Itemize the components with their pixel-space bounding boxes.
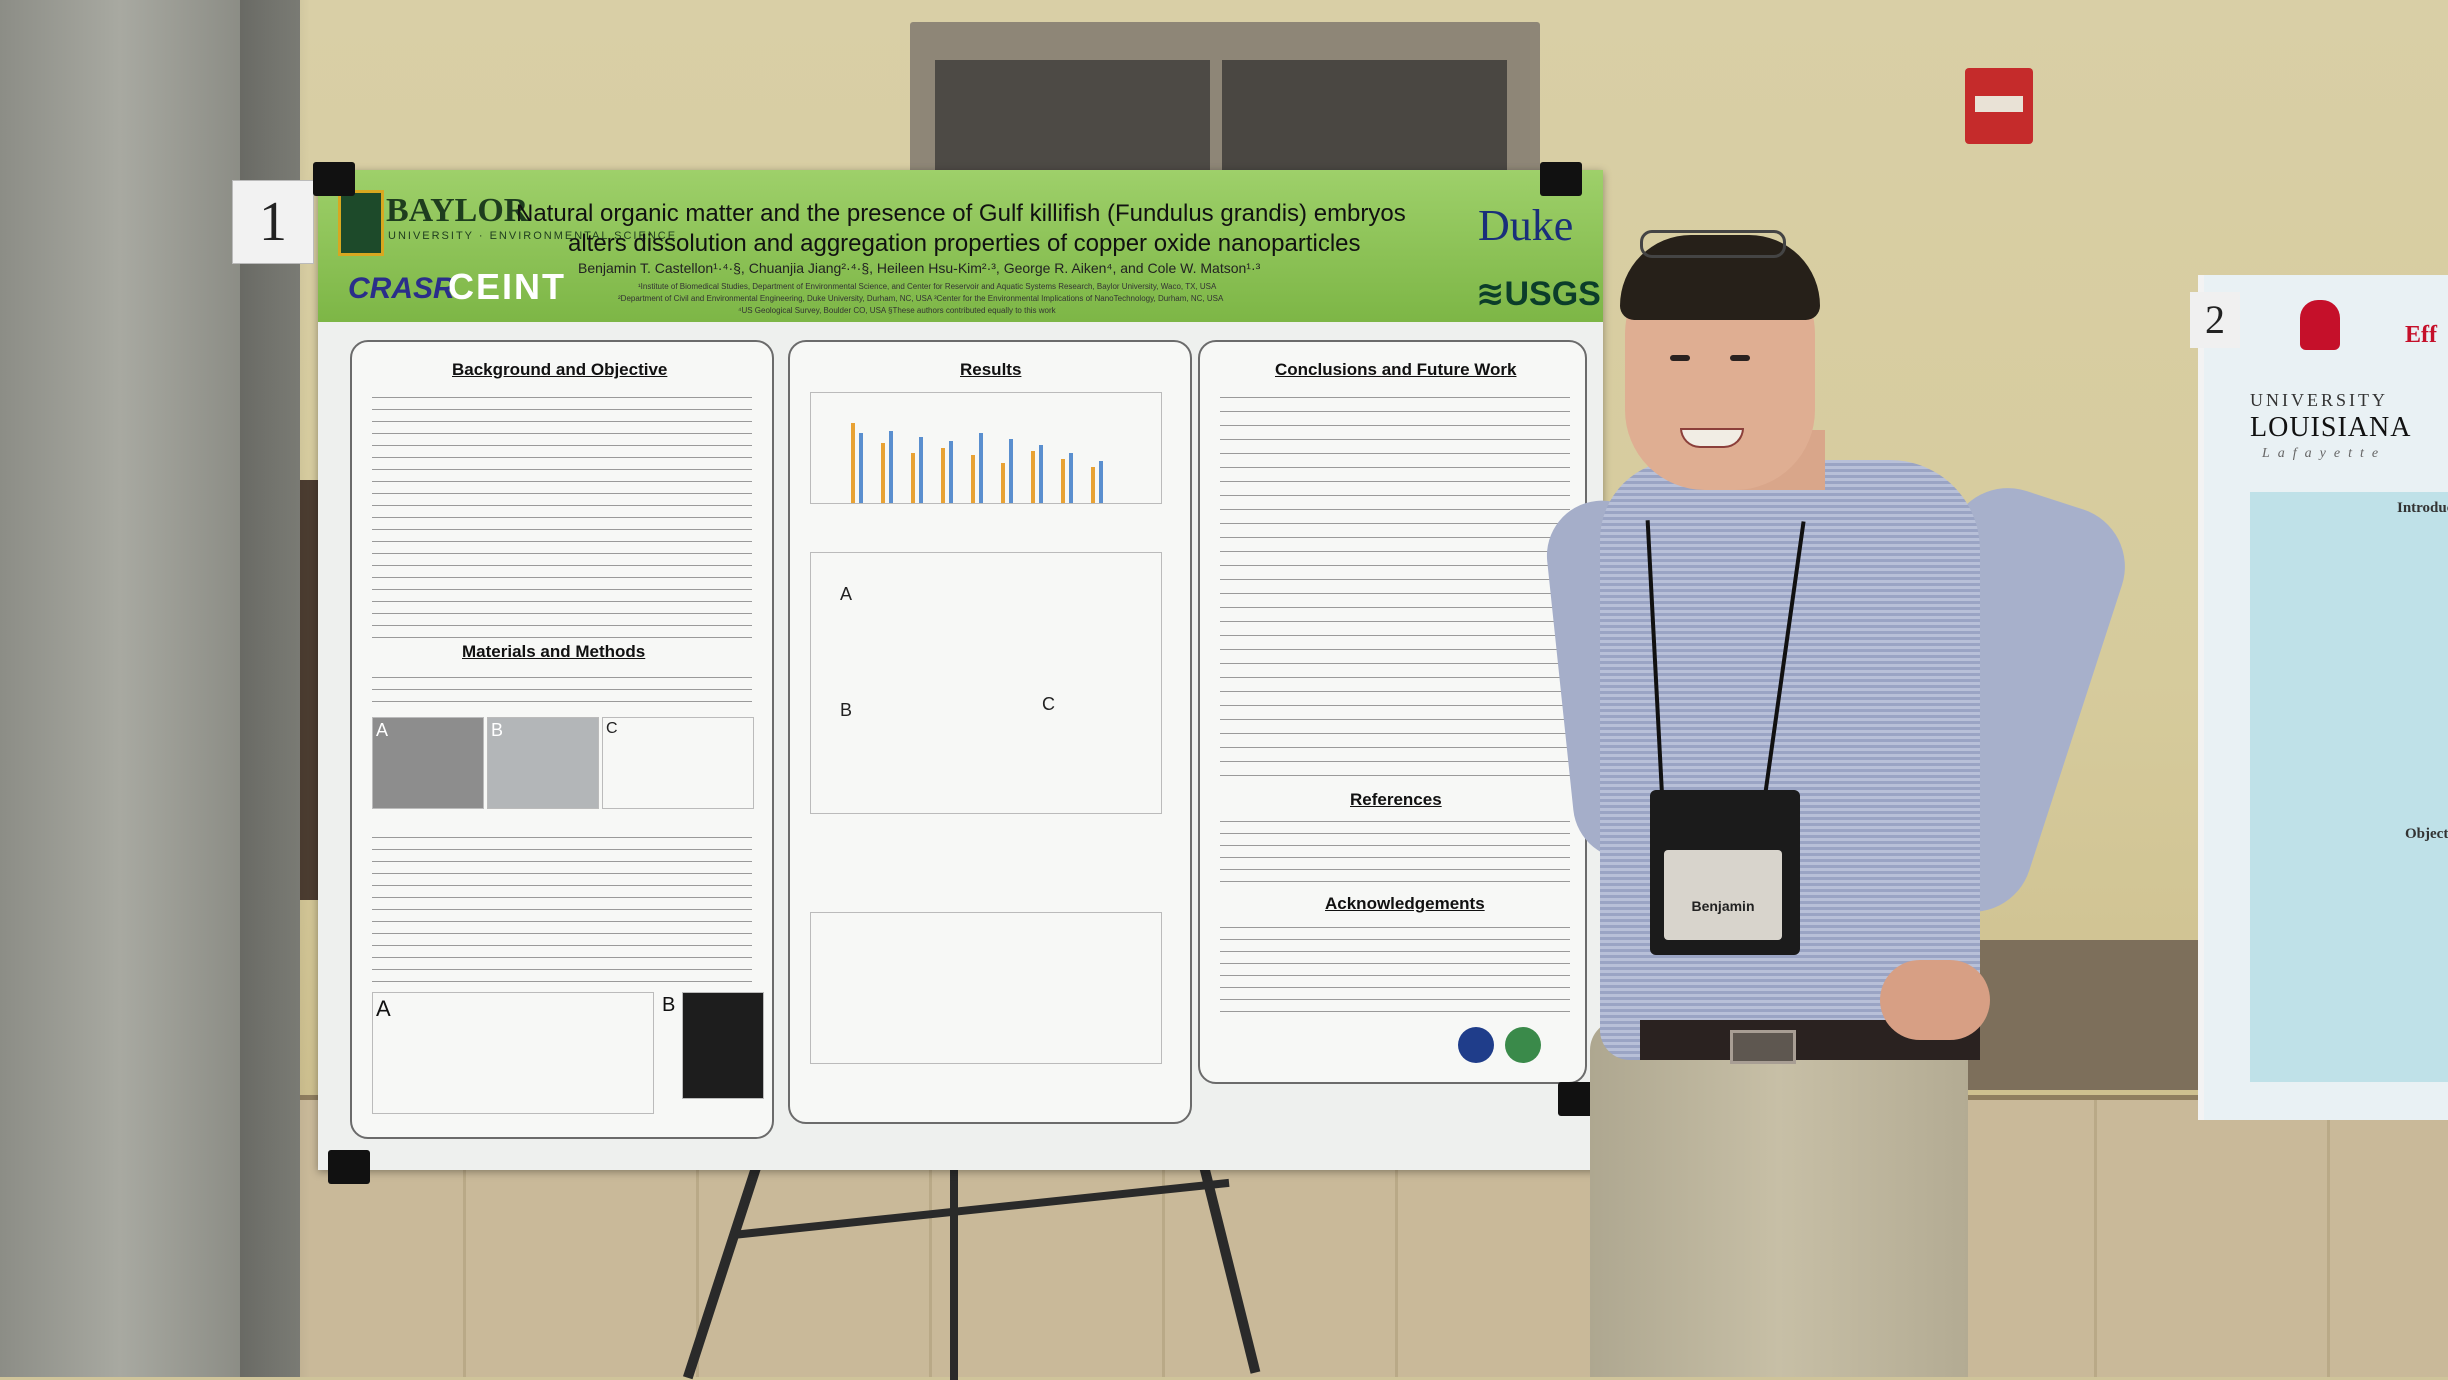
poster-affiliation-2: ²Department of Civil and Environmental E…	[618, 294, 1224, 303]
duke-logo: Duke	[1478, 201, 1574, 250]
chart-bar	[971, 455, 975, 503]
chart-bar	[851, 423, 855, 503]
chart-bar	[1061, 459, 1065, 503]
fig-label-c: C	[606, 720, 618, 737]
chart-bar	[949, 441, 953, 503]
fig-label-model-a: A	[376, 996, 391, 1021]
panel-conclusions: Conclusions and Future Work References A…	[1198, 340, 1587, 1084]
tem-image-b	[487, 717, 599, 809]
poster-title-line1: Natural organic matter and the presence …	[516, 200, 1406, 227]
name-badge-text: Benjamin	[1691, 898, 1755, 914]
fig-label-results-b: B	[840, 700, 853, 720]
usgs-logo: ≋USGS	[1476, 275, 1601, 313]
research-poster: 1 BAYLOR UNIVERSITY · ENVIRONMENTAL SCIE…	[232, 162, 1603, 1184]
sunglasses-icon	[1640, 230, 1786, 258]
ul-logo-louisiana: LOUISIANA	[2250, 412, 2412, 443]
section-title-conclusions: Conclusions and Future Work	[1275, 360, 1517, 379]
name-badge-card	[1664, 850, 1782, 940]
binder-clip-top-left	[313, 162, 355, 196]
chart-bar	[1069, 453, 1073, 503]
dissolution-plot-c	[602, 717, 754, 809]
fig-label-results-c: C	[1042, 694, 1055, 714]
references-text-lines	[1220, 816, 1570, 886]
adjacent-poster-intro-heading: Introduct	[2397, 500, 2448, 516]
presenter-eye-left	[1670, 355, 1690, 361]
fig-label-b: B	[491, 720, 504, 740]
ceint-logo: CEINT	[448, 266, 566, 307]
ul-logo-lafayette: Lafayette	[2262, 446, 2387, 461]
binder-clip-bottom-left	[328, 1150, 370, 1184]
vials-photo	[682, 992, 764, 1099]
section-title-background: Background and Objective	[452, 360, 668, 379]
background-text-lines	[372, 392, 752, 642]
chart-bar	[911, 453, 915, 503]
chart-bar	[919, 437, 923, 503]
ul-logo-university: UNIVERSITY	[2250, 390, 2388, 410]
tem-image-a	[372, 717, 484, 809]
conclusions-text-lines	[1220, 392, 1570, 782]
conceptual-model-diagram	[372, 992, 654, 1114]
aggregation-plots	[810, 912, 1162, 1064]
section-title-materials: Materials and Methods	[462, 642, 646, 661]
methods-text-lines	[372, 832, 752, 982]
chart-bar	[1031, 451, 1035, 503]
easel-leg-center	[950, 1140, 958, 1380]
chart-bar	[889, 431, 893, 503]
crasr-logo: CRASR	[348, 272, 455, 305]
fig-label-a: A	[376, 720, 389, 740]
chart-bar	[881, 443, 885, 503]
chart-bar	[1009, 439, 1013, 503]
fleur-de-lis-icon	[2300, 300, 2340, 350]
chart-bar	[1001, 463, 1005, 503]
poster-affiliation-1: ¹Institute of Biomedical Studies, Depart…	[638, 282, 1217, 291]
adjacent-poster-objectives-heading: Objectiv	[2405, 826, 2448, 842]
panel-results: Results A B C	[788, 340, 1192, 1124]
section-title-references: References	[1350, 790, 1442, 809]
fig-label-vials-b: B	[662, 994, 676, 1016]
poster-authors: Benjamin T. Castellon¹·⁴·§, Chuanjia Jia…	[578, 260, 1261, 276]
chart-bar	[859, 433, 863, 503]
poster-header	[318, 170, 1603, 322]
adjacent-poster-title-fragment: Eff	[2405, 322, 2437, 348]
nsf-seal-icon	[1458, 1027, 1494, 1063]
results-bar-chart	[810, 392, 1162, 504]
section-title-acknowledgements: Acknowledgements	[1325, 894, 1485, 913]
chart-bar	[979, 433, 983, 503]
bench	[1960, 940, 2220, 1090]
epa-seal-icon	[1505, 1027, 1541, 1063]
poster-affiliation-3: ⁴US Geological Survey, Boulder CO, USA §…	[738, 306, 1056, 315]
baylor-shield-icon	[338, 190, 384, 256]
baylor-logo-subtext: UNIVERSITY · ENVIRONMENTAL SCIENCE	[388, 230, 678, 242]
poster-number: 1	[232, 180, 314, 264]
dissolution-kinetics-plots	[810, 552, 1162, 814]
chart-bar	[1039, 445, 1043, 503]
acknowledgements-text-lines	[1220, 922, 1570, 1022]
adjacent-poster-panel	[2250, 492, 2448, 1082]
chart-bar	[941, 448, 945, 503]
chart-bar	[1099, 461, 1103, 503]
belt-buckle	[1730, 1030, 1796, 1064]
elevator-door-right	[1222, 60, 1507, 190]
binder-clip-top-right	[1540, 162, 1582, 196]
section-title-results: Results	[960, 360, 1022, 379]
baylor-logo-text: BAYLOR	[386, 192, 529, 229]
presenter-eye-right	[1730, 355, 1750, 361]
presenter-pants	[1590, 1020, 1968, 1377]
elevator-door-left	[935, 60, 1210, 190]
adjacent-poster-number: 2	[2190, 292, 2240, 348]
presenter-smile	[1680, 428, 1744, 448]
presenter-shirt	[1600, 460, 1980, 1060]
presenter-hand	[1880, 960, 1990, 1040]
materials-text-lines	[372, 672, 752, 712]
presenter-hair	[1620, 235, 1820, 320]
fire-alarm-label	[1975, 96, 2023, 112]
poster-title-line2: alters dissolution and aggregation prope…	[568, 230, 1361, 257]
fig-label-results-a: A	[840, 584, 853, 604]
chart-bar	[1091, 467, 1095, 503]
panel-background-methods: Background and Objective Materials and M…	[350, 340, 774, 1139]
